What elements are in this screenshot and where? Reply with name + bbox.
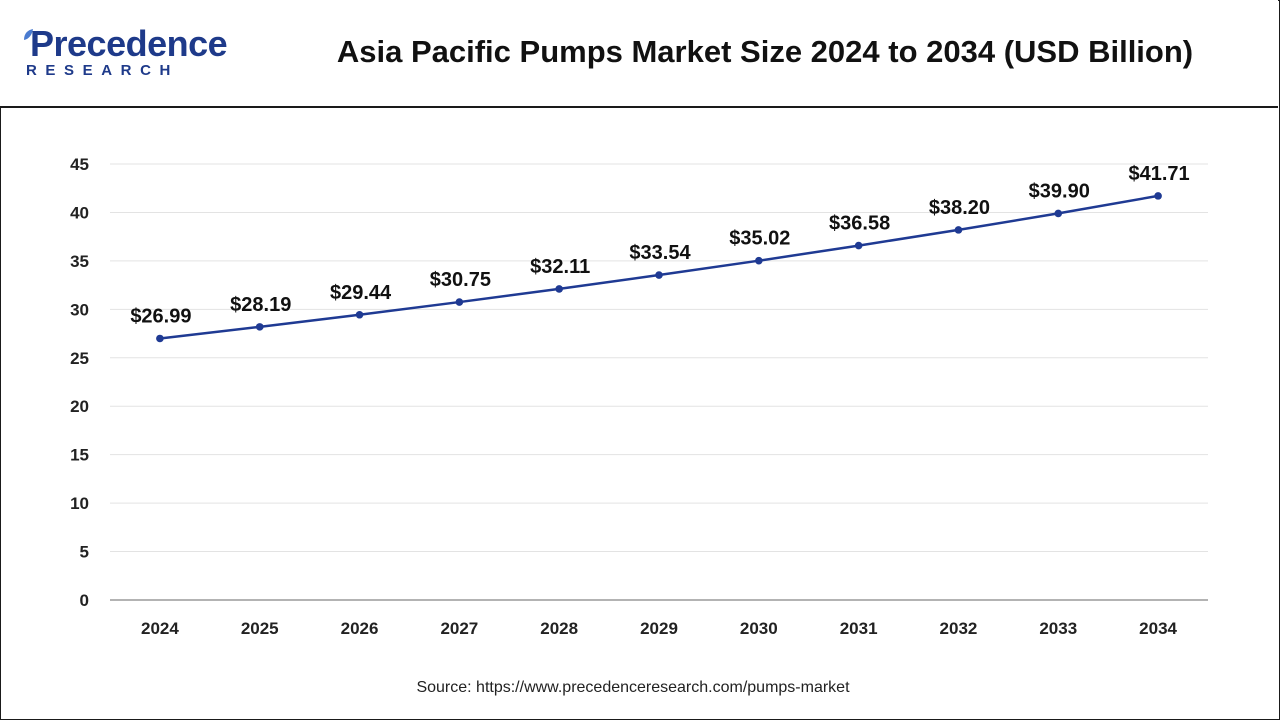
series-line <box>159 194 1159 340</box>
x-tick-label: 2033 <box>1039 619 1077 638</box>
data-point <box>954 226 963 234</box>
data-point <box>455 298 464 306</box>
data-point <box>1154 192 1162 200</box>
x-tick-label: 2027 <box>440 619 478 638</box>
x-tick-label: 2026 <box>341 619 379 638</box>
data-label: $26.99 <box>130 305 191 327</box>
x-axis-ticks: 2024 2025 2026 2027 2028 2029 2030 2031 2032 2033… <box>141 619 1178 638</box>
x-tick-label: 2025 <box>241 619 279 638</box>
data-point <box>755 256 763 265</box>
data-point <box>854 241 863 250</box>
y-tick-label: 30 <box>70 300 89 319</box>
data-label: $41.71 <box>1129 163 1190 185</box>
data-label: $35.02 <box>729 228 790 250</box>
data-label: $30.75 <box>430 269 491 291</box>
y-tick-label: 40 <box>70 203 89 222</box>
x-tick-label: 2030 <box>740 619 778 638</box>
logo-wordmark: Precedence <box>30 23 228 64</box>
source-note: Source: https://www.precedenceresearch.c… <box>416 679 850 696</box>
y-tick-label: 20 <box>70 397 89 416</box>
x-tick-label: 2028 <box>540 619 578 638</box>
brand-logo: Precedence RESEARCH <box>22 24 228 84</box>
data-label: $32.11 <box>530 256 590 278</box>
leaf-icon <box>24 29 33 40</box>
data-label: $29.44 <box>330 282 392 304</box>
y-tick-label: 15 <box>70 446 89 465</box>
data-point <box>156 334 164 343</box>
y-tick-label: 0 <box>80 591 89 610</box>
page-title: Asia Pacific Pumps Market Size 2024 to 2… <box>336 34 1194 69</box>
grid-lines <box>110 163 1208 553</box>
data-label: $38.20 <box>929 197 990 219</box>
x-tick-label: 2029 <box>640 619 678 638</box>
y-tick-label: 25 <box>70 349 89 368</box>
x-tick-label: 2024 <box>141 619 179 638</box>
x-tick-label: 2031 <box>840 619 878 638</box>
x-tick-label: 2034 <box>1139 619 1177 638</box>
data-label: $28.19 <box>230 294 291 316</box>
data-point <box>1054 209 1063 218</box>
header: Precedence RESEARCH Asia Pacific Pumps M… <box>0 0 1278 108</box>
data-labels: $26.99 $28.19 $29.44 $30.75 $32.11 $33.54 $35.… <box>130 163 1189 328</box>
y-axis-ticks: 0 5 10 15 20 25 30 35 40 45 <box>70 155 89 610</box>
y-tick-label: 5 <box>80 543 89 562</box>
data-point <box>655 271 663 279</box>
data-point <box>255 323 264 331</box>
data-points <box>156 192 1162 343</box>
data-point <box>555 285 563 293</box>
y-tick-label: 35 <box>70 252 89 271</box>
data-label: $33.54 <box>629 242 691 264</box>
y-tick-label: 10 <box>70 494 89 513</box>
data-point <box>355 310 364 319</box>
data-label: $39.90 <box>1029 180 1090 202</box>
data-label: $36.58 <box>829 213 890 235</box>
y-tick-label: 45 <box>70 155 89 174</box>
x-tick-label: 2032 <box>940 619 978 638</box>
logo-subtitle: RESEARCH <box>26 62 179 79</box>
